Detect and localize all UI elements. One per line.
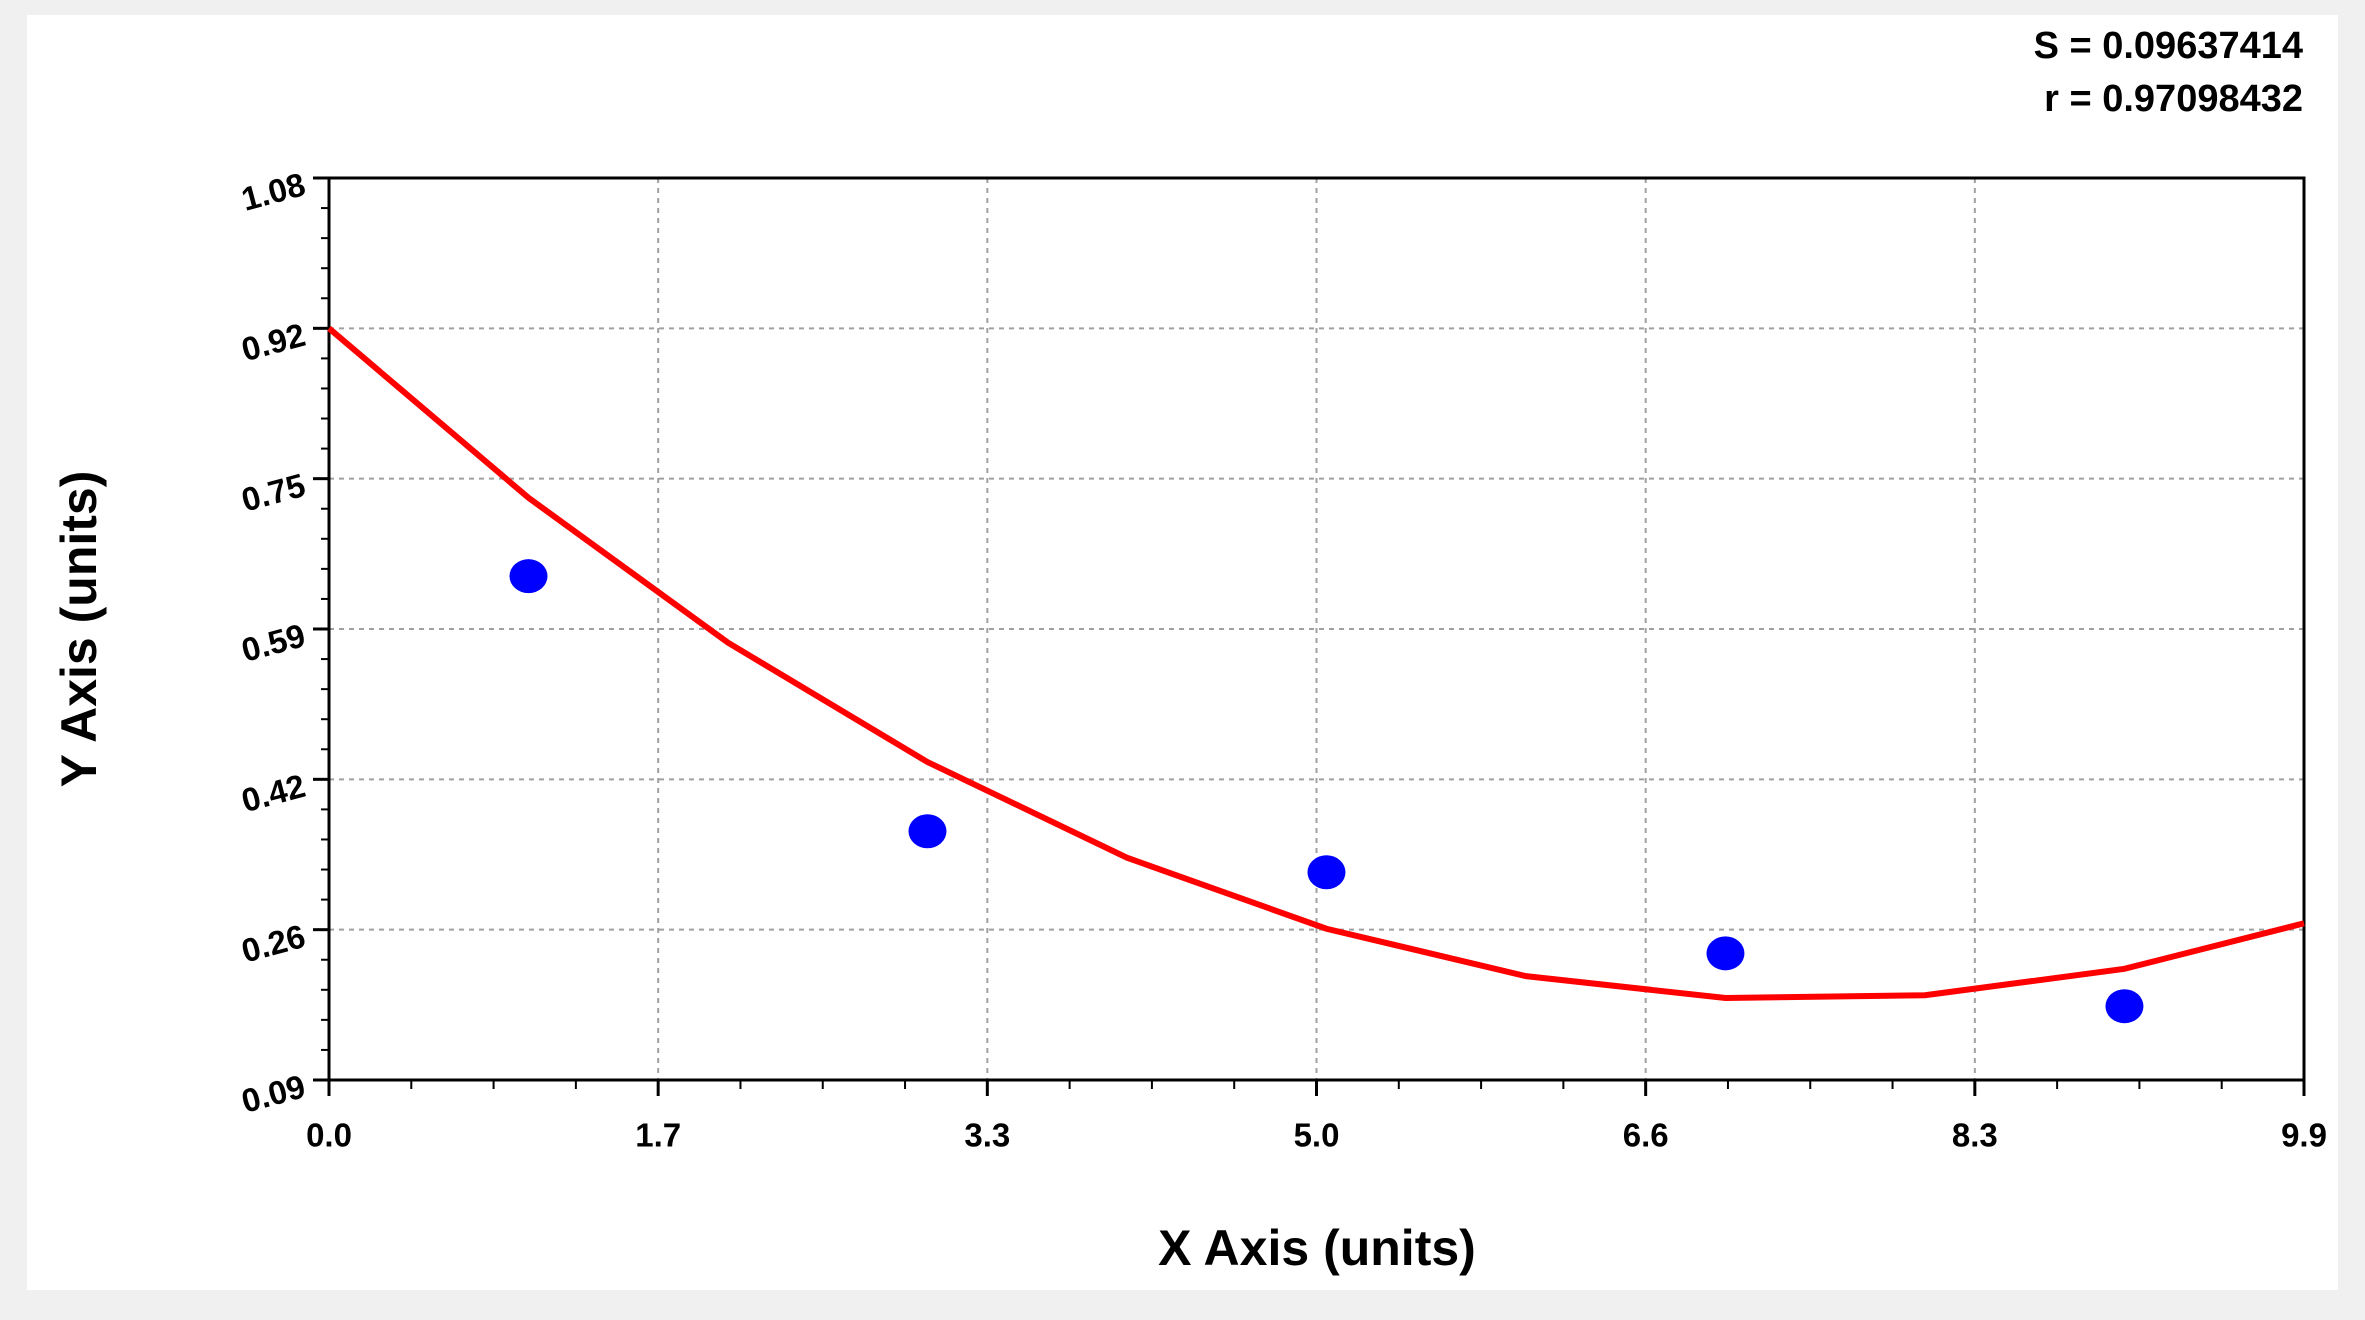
stat-r: r = 0.97098432	[2044, 78, 2303, 120]
x-tick-label: 3.3	[964, 1117, 1010, 1154]
x-tick-label: 0.0	[306, 1117, 352, 1154]
x-tick-label: 6.6	[1623, 1117, 1669, 1154]
chart-panel	[27, 15, 2338, 1290]
fit-curve	[327, 326, 2305, 1002]
x-tick-label: 1.7	[635, 1117, 681, 1154]
y-axis-title: Y Axis (units)	[51, 471, 107, 788]
data-point	[509, 559, 548, 594]
data-point	[908, 814, 947, 849]
data-point	[1307, 855, 1346, 890]
x-tick-label: 5.0	[1294, 1117, 1340, 1154]
data-point	[1706, 936, 1745, 971]
data-point	[2105, 989, 2144, 1024]
x-axis-title: X Axis (units)	[1158, 1220, 1476, 1276]
stat-s: S = 0.09637414	[2034, 25, 2303, 67]
x-tick-label: 8.3	[1952, 1117, 1998, 1154]
x-tick-label: 9.9	[2281, 1117, 2327, 1154]
plot-frame	[327, 176, 2306, 1082]
